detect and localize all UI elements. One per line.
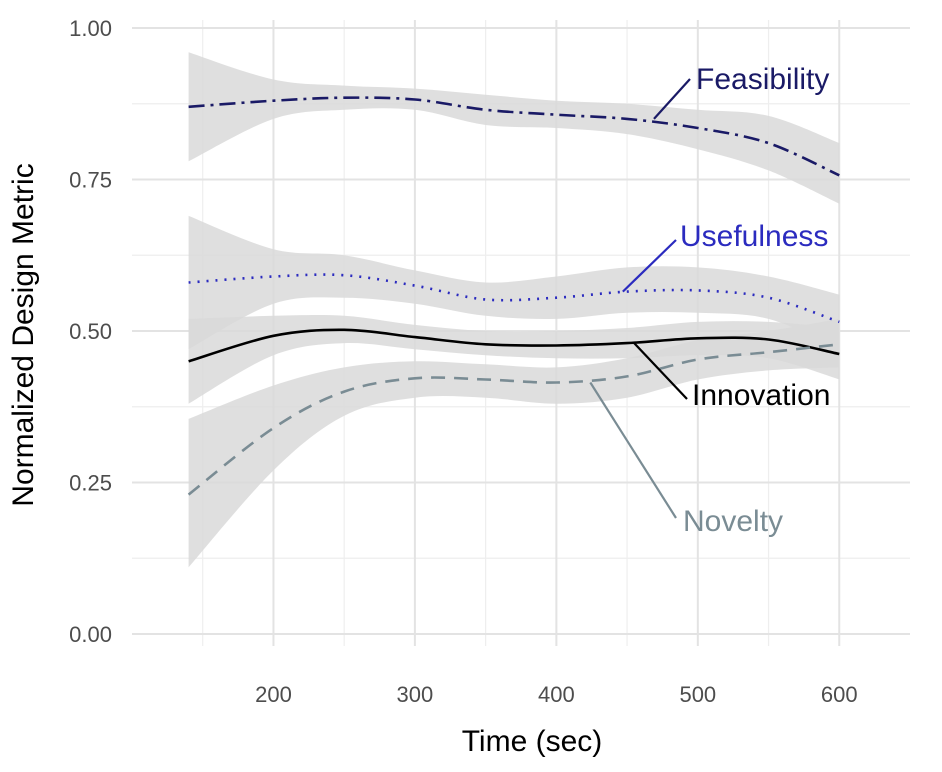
feasibility-confidence-band	[188, 52, 840, 204]
y-tick-label: 0.75	[69, 168, 112, 193]
x-axis-title: Time (sec)	[462, 725, 603, 758]
x-tick-label: 400	[538, 682, 575, 707]
y-tick-label: 0.25	[69, 471, 112, 496]
feasibility-leader-line	[653, 78, 691, 120]
innovation-confidence-band	[188, 315, 840, 404]
y-tick-label: 1.00	[69, 16, 112, 41]
series-annotations: Feasibility Usefulness Innovation Novelty	[589, 63, 830, 538]
usefulness-confidence-band	[188, 215, 840, 350]
x-tick-label: 500	[679, 682, 716, 707]
x-tick-label: 300	[397, 682, 434, 707]
innovation-leader-line	[633, 342, 688, 400]
usefulness-leader-line	[622, 239, 677, 293]
usefulness-label: Usefulness	[680, 220, 828, 253]
confidence-bands	[188, 52, 840, 568]
tick-labels: 0.00 0.25 0.50 0.75 1.00 200 300 400 500 600	[69, 16, 857, 707]
x-tick-label: 600	[821, 682, 858, 707]
innovation-label: Innovation	[692, 379, 830, 412]
feasibility-label: Feasibility	[696, 63, 829, 96]
y-axis-title: Normalized Design Metric	[7, 163, 40, 506]
y-tick-label: 0.50	[69, 319, 112, 344]
series-lines	[187, 96, 840, 496]
y-tick-label: 0.00	[69, 622, 112, 647]
x-tick-label: 200	[255, 682, 292, 707]
novelty-confidence-band	[188, 318, 840, 568]
novelty-leader-line	[589, 381, 677, 519]
innovation-line	[188, 328, 840, 363]
novelty-label: Novelty	[683, 505, 783, 538]
novelty-line	[187, 343, 840, 496]
